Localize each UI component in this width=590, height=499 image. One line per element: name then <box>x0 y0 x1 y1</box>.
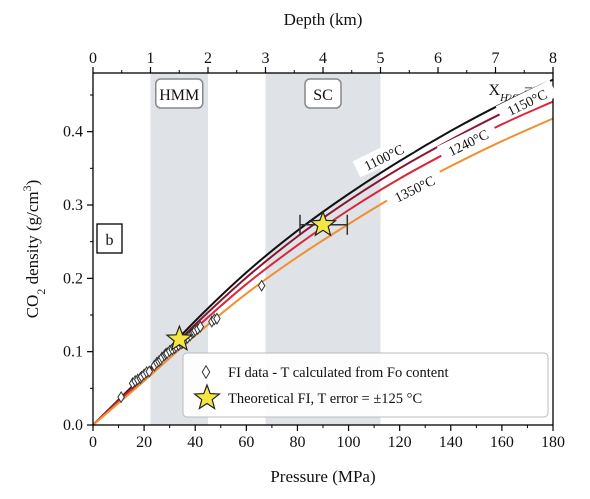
top-tick-label: 0 <box>89 50 97 67</box>
y-tick-label: 0.2 <box>63 270 83 287</box>
x-tick-label: 60 <box>238 434 254 451</box>
isotherm-line-3 <box>92 117 554 426</box>
fi-data-point <box>196 320 205 333</box>
region-label-hmm: HMM <box>159 87 199 104</box>
legend-fi-marker <box>201 364 211 380</box>
fi-data-point <box>257 279 266 292</box>
top-tick-label: 1 <box>147 50 155 67</box>
x-tick-label: 20 <box>136 434 152 451</box>
region-label-box-hmm <box>155 78 204 109</box>
region-label-sc: SC <box>313 87 333 104</box>
y-tick-label: 0.3 <box>63 197 83 214</box>
top-tick-label: 7 <box>492 50 500 67</box>
isotherm-label-bg-0 <box>352 135 415 178</box>
x-axis-title: Pressure (MPa) <box>270 467 375 486</box>
theoretical-fi-star <box>165 324 194 352</box>
fi-data-point <box>213 312 221 325</box>
x-tick-label: 40 <box>187 434 203 451</box>
fi-data-point <box>117 390 125 404</box>
x-tick-label: 140 <box>439 434 463 451</box>
legend-fi-label: FI data - T calculated from Fo content <box>228 365 449 381</box>
legend: FI data - T calculated from Fo content Th… <box>182 352 549 418</box>
panel-label-box <box>96 223 123 254</box>
region-label-box-sc <box>304 78 342 109</box>
y-tick-label: 0.4 <box>63 124 83 141</box>
isotherm-label-bg-2 <box>436 120 499 163</box>
legend-star-label: Theoretical FI, T error = ±125 °C <box>228 391 422 407</box>
axes: 0 20 40 60 80 100 120 140 160 180 0.0 0.1 0.2 0.3 0.4 0… <box>20 10 565 486</box>
top-tick-label: 2 <box>204 50 212 67</box>
x-tick-label: 80 <box>289 434 305 451</box>
x-tick-label: 100 <box>337 434 361 451</box>
isotherm-label-bg-1 <box>495 80 558 123</box>
x-tick-label: 120 <box>388 434 412 451</box>
y-tick-label: 0.1 <box>63 344 83 361</box>
x-tick-label: 180 <box>541 434 565 451</box>
top-tick-label: 4 <box>319 50 327 67</box>
top-tick-label: 3 <box>262 50 270 67</box>
y-tick-label: 0.0 <box>63 417 83 434</box>
isotherm-label-bg-3 <box>383 166 446 210</box>
legend-star-marker <box>192 383 222 410</box>
top-axis-title: Depth (km) <box>284 10 363 29</box>
top-tick-label: 6 <box>434 50 442 67</box>
x-tick-label: 0 <box>89 434 97 451</box>
top-tick-label: 8 <box>549 50 557 67</box>
top-tick-label: 5 <box>377 50 385 67</box>
x-tick-label: 160 <box>490 434 514 451</box>
theoretical-fi-stars <box>165 210 349 352</box>
panel-label: b <box>106 232 114 249</box>
theoretical-fi-star <box>308 210 338 237</box>
fi-data-point <box>145 365 154 378</box>
legend-box <box>182 352 549 418</box>
y-axis-title: CO2 density (g/cm3) <box>20 180 48 319</box>
